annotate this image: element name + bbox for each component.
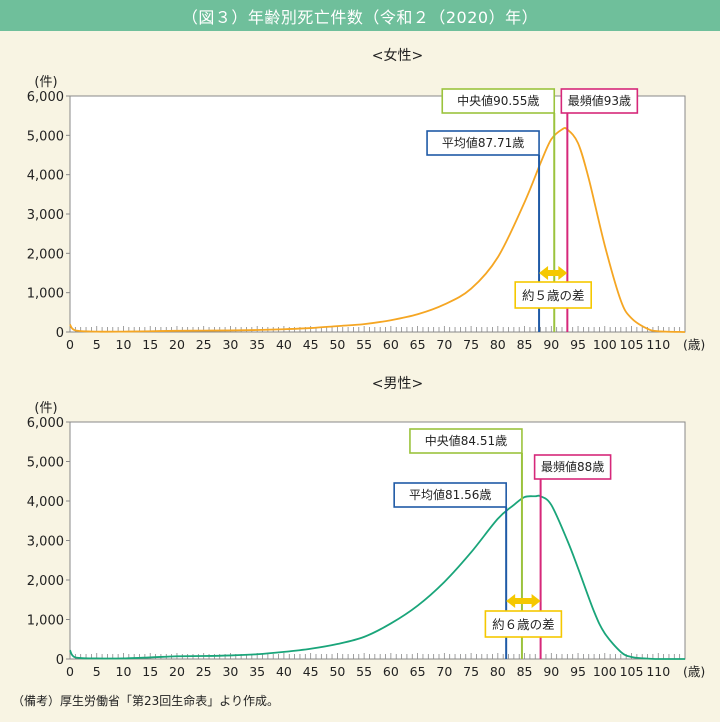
y-tick-label: 3,000 (27, 535, 64, 550)
mean-label: 平均値87.71歳 (442, 135, 524, 150)
mode-label: 最頻値93歳 (568, 93, 631, 108)
mean-label-box (426, 130, 540, 156)
x-tick-label: 5 (93, 337, 101, 352)
x-tick-label: 25 (196, 664, 212, 679)
panel-title: <女性> (372, 47, 423, 64)
x-tick-label: 5 (93, 664, 101, 679)
y-tick-label: 0 (56, 653, 64, 668)
x-tick-label: 30 (222, 337, 238, 352)
mode-label: 最頻値88歳 (541, 459, 604, 474)
y-tick-label: 2,000 (27, 247, 64, 262)
diff-arrow-right-head (558, 266, 568, 280)
x-tick-label: 100 (593, 337, 617, 352)
y-tick-label: 4,000 (27, 169, 64, 184)
x-tick-label: 50 (329, 337, 345, 352)
mean-label-box (393, 482, 507, 508)
x-axis-label: (歳) (683, 337, 705, 352)
median-label-box (441, 88, 556, 114)
x-tick-label: 15 (142, 337, 158, 352)
median-label-box (409, 428, 523, 454)
y-tick-label: 4,000 (27, 495, 64, 510)
x-tick-label: 70 (436, 337, 452, 352)
source-note: （備考）厚生労働省「第23回生命表」より作成。 (12, 694, 280, 708)
y-tick-label: 5,000 (27, 456, 64, 471)
x-tick-label: 90 (543, 664, 559, 679)
x-tick-label: 0 (66, 337, 74, 352)
y-tick-label: 1,000 (27, 287, 64, 302)
x-tick-label: 75 (463, 337, 479, 352)
x-tick-label: 20 (169, 664, 185, 679)
x-tick-label: 10 (116, 337, 132, 352)
median-label: 中央値84.51歳 (425, 433, 507, 448)
charts-canvas: <女性> (件) 0 1,000 2,000 3,000 4,000 5,000 6,000 0 5… (27, 47, 705, 679)
x-tick-label: 105 (620, 664, 644, 679)
y-tick-label: 0 (56, 326, 64, 341)
x-tick-label: 35 (249, 337, 265, 352)
figure-title: （図３）年齢別死亡件数（令和２（2020）年） (181, 7, 539, 27)
diff-label-box (514, 281, 593, 309)
y-tick-label: 3,000 (27, 208, 64, 223)
diff-label: 約６歳の差 (492, 617, 555, 632)
x-tick-label: 80 (490, 337, 506, 352)
x-tick-label: 10 (116, 664, 132, 679)
x-tick-label: 15 (142, 664, 158, 679)
x-tick-label: 40 (276, 337, 292, 352)
y-tick-label: 5,000 (27, 129, 64, 144)
x-tick-label: 105 (620, 337, 644, 352)
x-tick-label: 70 (436, 664, 452, 679)
y-tick-label: 6,000 (27, 416, 64, 431)
mode-label-box (533, 454, 612, 480)
x-tick-label: 60 (383, 664, 399, 679)
mean-label: 平均値81.56歳 (409, 487, 491, 502)
median-label: 中央値90.55歳 (457, 93, 539, 108)
x-tick-label: 55 (356, 664, 372, 679)
x-tick-label: 90 (543, 337, 559, 352)
x-tick-label: 20 (169, 337, 185, 352)
y-axis-label: (件) (34, 401, 57, 416)
panel-title: <男性> (372, 376, 423, 392)
series-line (69, 127, 686, 333)
diff-arrow-shaft (545, 270, 562, 276)
diff-arrow-left-head (506, 594, 516, 608)
diff-arrow-right-head (531, 594, 541, 608)
x-tick-label: 35 (249, 664, 265, 679)
x-tick-label: 85 (517, 664, 533, 679)
y-tick-label: 2,000 (27, 574, 64, 589)
x-tick-label: 55 (356, 337, 372, 352)
x-tick-label: 25 (196, 337, 212, 352)
x-tick-label: 0 (66, 664, 74, 679)
diff-arrow-shaft (512, 598, 535, 604)
x-tick-label: 80 (490, 664, 506, 679)
series-line (69, 494, 686, 660)
x-tick-label: 95 (570, 664, 586, 679)
x-tick-label: 75 (463, 664, 479, 679)
x-tick-label: 50 (329, 664, 345, 679)
figure-title-bar: （図３）年齢別死亡件数（令和２（2020）年） (0, 0, 720, 31)
diff-label: 約５歳の差 (522, 288, 585, 303)
diff-label-box (484, 610, 563, 638)
x-tick-label: 30 (222, 664, 238, 679)
plot-area (69, 95, 686, 333)
x-tick-label: 85 (517, 337, 533, 352)
x-tick-label: 60 (383, 337, 399, 352)
x-tick-label: 100 (593, 664, 617, 679)
x-tick-label: 110 (646, 664, 670, 679)
y-axis-label: (件) (34, 75, 57, 90)
y-tick-label: 6,000 (27, 90, 64, 105)
diff-arrow-left-head (539, 266, 549, 280)
y-tick-label: 1,000 (27, 614, 64, 629)
x-tick-label: 95 (570, 337, 586, 352)
x-tick-label: 45 (303, 664, 319, 679)
mode-label-box (560, 88, 639, 114)
x-tick-label: 65 (410, 337, 426, 352)
x-tick-label: 110 (646, 337, 670, 352)
x-tick-label: 65 (410, 664, 426, 679)
x-axis-label: (歳) (683, 664, 705, 679)
x-tick-label: 45 (303, 337, 319, 352)
x-tick-label: 40 (276, 664, 292, 679)
